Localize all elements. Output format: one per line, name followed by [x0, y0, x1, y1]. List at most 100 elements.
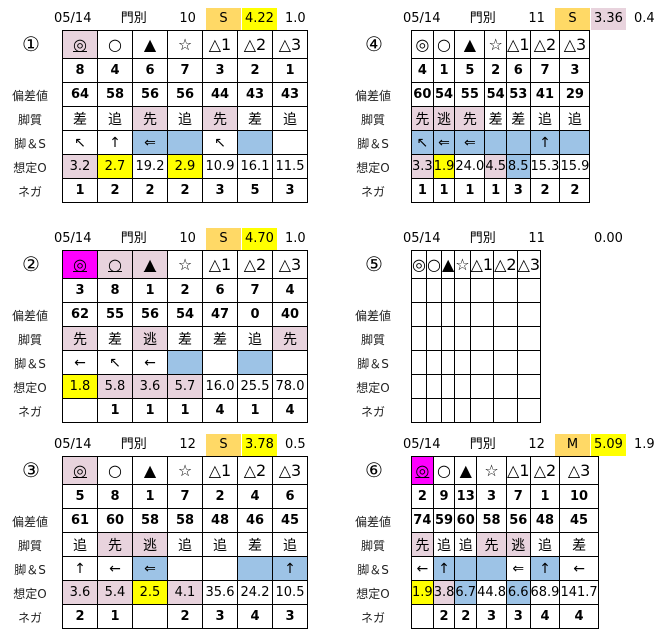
table-cell: 追 — [272, 106, 308, 131]
table-cell — [493, 374, 518, 399]
table-cell: 2.9 — [167, 154, 203, 179]
table-cell: ▲ — [132, 250, 168, 279]
table-cell: 64 — [62, 82, 98, 107]
race-table: ◎ ○ ▲ ☆ △1 △2 △3 2 9 13 3 7 1 10 74 59 60 58 56 48 45 先追追先逃追差… — [411, 456, 599, 629]
table-cell: 1 — [237, 398, 273, 423]
table-cell: 15.3 — [529, 154, 561, 179]
table-cell: 60 — [454, 508, 478, 533]
table-cell: 3.6 — [132, 374, 168, 399]
table-cell: ☆ — [167, 30, 203, 59]
table-cell — [516, 326, 542, 351]
table-cell: 78.0 — [272, 374, 308, 399]
table-cell: 3 — [202, 604, 238, 629]
table-cell: 13 — [454, 484, 478, 509]
table-cell — [167, 350, 203, 375]
table-cell: 4 — [97, 58, 133, 83]
row-label-arrow: 脚＆S — [357, 357, 389, 371]
track-name: 門別 — [120, 231, 147, 246]
expected-odds-row: 1.8 5.8 3.6 5.7 16.0 25.5 78.0 — [62, 374, 308, 399]
table-cell: ○ — [97, 30, 133, 59]
table-cell — [493, 302, 518, 327]
table-cell: 24.0 — [454, 154, 486, 179]
row-label-style: 脚質 — [360, 113, 385, 127]
race-table: ◎ ○ ▲ ☆ △1 △2 △3 3 8 1 2 6 7 4 62 55 56 54 47 0 40 先差逃差差追先 ← ↖ ←… — [62, 250, 308, 423]
row-label-arrow: 脚＆S — [14, 563, 46, 577]
table-cell: 3.6 — [62, 580, 98, 605]
table-cell: △2 — [493, 250, 518, 279]
table-cell: ☆ — [167, 456, 203, 485]
row-label-style: 脚質 — [17, 333, 42, 347]
table-cell: △3 — [272, 250, 308, 279]
table-cell: ◎ — [411, 456, 434, 485]
row-label-arrow: 脚＆S — [357, 563, 389, 577]
row-label-dev: 偏差値 — [11, 89, 48, 103]
table-cell: ← — [62, 350, 98, 375]
table-cell: 2 — [97, 178, 133, 203]
table-cell: 54 — [432, 82, 456, 107]
table-cell: ↑ — [272, 556, 308, 581]
table-cell: ↑ — [529, 130, 561, 155]
row-label-odds: 想定O — [13, 161, 47, 175]
table-cell: ▲ — [454, 30, 486, 59]
leg-speed-row — [411, 350, 542, 375]
table-cell — [425, 398, 442, 423]
table-cell: ◎ — [62, 456, 98, 485]
table-cell: ☆ — [484, 30, 508, 59]
table-cell: 10.5 — [272, 580, 308, 605]
table-cell: 16.1 — [237, 154, 273, 179]
grade-badge: S — [205, 434, 242, 456]
table-cell: 1 — [132, 484, 168, 509]
table-cell — [454, 398, 471, 423]
diff-value: 1.9 — [633, 437, 655, 452]
table-cell: ☆ — [167, 250, 203, 279]
table-cell — [469, 350, 495, 375]
table-cell: 1.9 — [411, 580, 434, 605]
table-cell: 1 — [454, 178, 486, 203]
row-label-nega: ネガ — [360, 405, 385, 419]
race-date: 05/14 — [403, 11, 441, 26]
table-cell — [484, 130, 508, 155]
track-name: 門別 — [120, 437, 147, 452]
table-cell: △3 — [272, 456, 308, 485]
field-count: 12 — [528, 437, 545, 452]
table-cell: 45 — [272, 508, 308, 533]
table-cell: ○ — [97, 250, 133, 279]
table-cell: 2 — [454, 604, 478, 629]
table-cell: 60 — [97, 508, 133, 533]
table-cell: 7 — [529, 58, 561, 83]
track-name: 門別 — [469, 231, 496, 246]
score-value: 3.36 — [590, 8, 627, 30]
table-cell — [440, 398, 456, 423]
deviation-row: 74 59 60 58 56 48 45 — [411, 508, 599, 533]
race-table: ◎ ○ ▲ ☆ △1 △2 △3 8 4 6 7 3 2 1 64 58 56 56 44 43 43 差追先追先差追 ↖ ↑… — [62, 30, 308, 203]
table-cell: ↖ — [97, 350, 133, 375]
table-cell — [469, 398, 495, 423]
table-cell — [506, 130, 531, 155]
table-cell: 54 — [167, 302, 203, 327]
table-cell: 61 — [62, 508, 98, 533]
table-cell: 4 — [237, 604, 273, 629]
table-cell: 3 — [272, 178, 308, 203]
table-cell: 68.9 — [529, 580, 561, 605]
deviation-row: 64 58 56 56 44 43 43 — [62, 82, 308, 107]
table-cell — [493, 398, 518, 423]
leg-speed-row: ↖ ↑ ⇐ ↖ — [62, 130, 308, 155]
table-cell — [454, 374, 471, 399]
table-cell — [411, 326, 427, 351]
table-cell: 1 — [62, 178, 98, 203]
table-cell: 58 — [97, 82, 133, 107]
table-cell — [167, 130, 203, 155]
table-cell: 3 — [476, 484, 508, 509]
table-cell: 7 — [237, 278, 273, 303]
table-cell: 10 — [559, 484, 599, 509]
table-cell: 先 — [411, 106, 434, 131]
table-cell: 6.7 — [454, 580, 478, 605]
table-cell: ↑ — [97, 130, 133, 155]
race-table: ◎ ○ ▲ ☆ △1 △2 △3 — [411, 250, 542, 423]
row-label-nega: ネガ — [17, 405, 42, 419]
table-cell: △3 — [559, 456, 599, 485]
mark-row: ◎ ○ ▲ ☆ △1 △2 △3 — [62, 250, 308, 279]
table-cell — [440, 350, 456, 375]
table-cell: 3.8 — [432, 580, 456, 605]
